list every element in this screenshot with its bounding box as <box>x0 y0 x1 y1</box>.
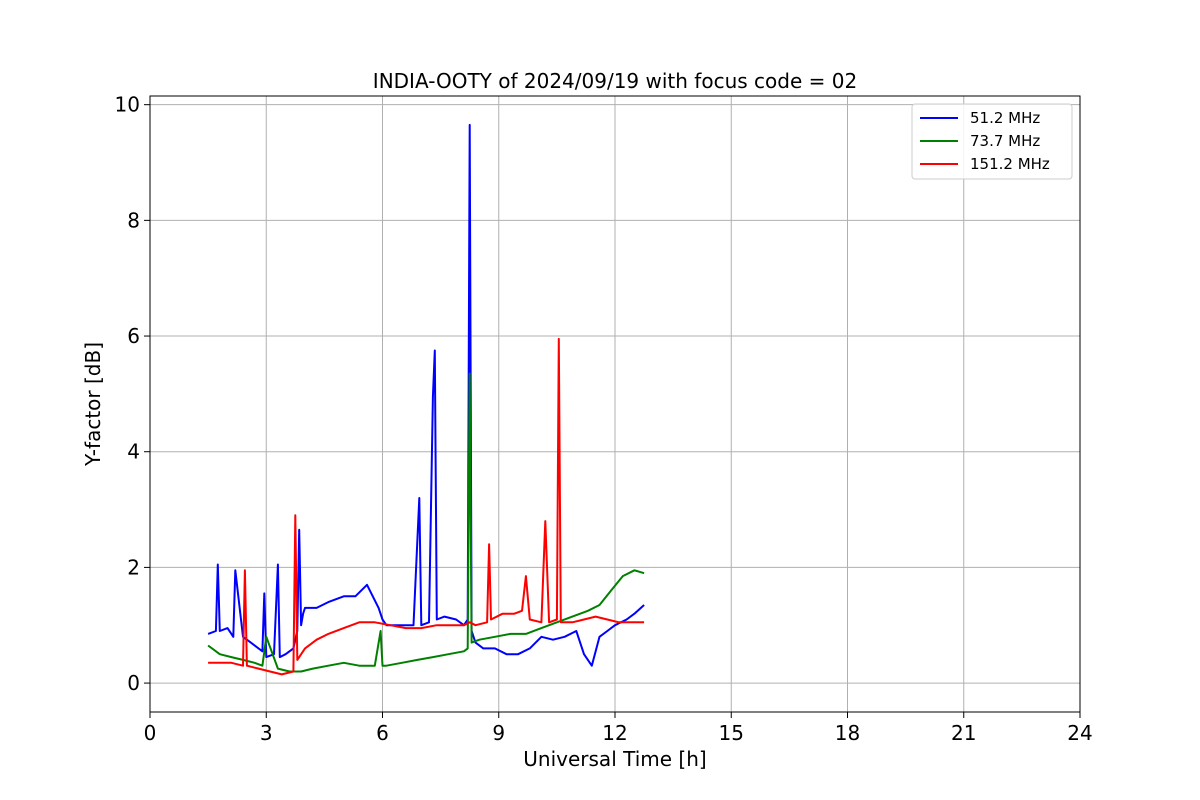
y-axis-ticks: 0 2 4 6 8 10 <box>115 93 150 695</box>
y-tick-label: 10 <box>115 93 140 117</box>
legend: 51.2 MHz 73.7 MHz 151.2 MHz <box>911 103 1073 180</box>
x-tick-label: 9 <box>492 721 505 745</box>
y-tick-label: 2 <box>127 555 140 579</box>
y-axis-label: Y-factor [dB] <box>81 342 105 467</box>
legend-label-2: 151.2 MHz <box>970 155 1050 173</box>
y-tick-label: 6 <box>127 324 140 348</box>
legend-label-0: 51.2 MHz <box>970 109 1040 127</box>
x-tick-label: 12 <box>602 721 627 745</box>
x-tick-label: 3 <box>260 721 273 745</box>
x-tick-label: 0 <box>144 721 157 745</box>
x-axis-ticks: 0 3 6 9 12 15 18 21 24 <box>144 712 1093 745</box>
x-tick-label: 21 <box>951 721 976 745</box>
legend-label-1: 73.7 MHz <box>970 132 1040 150</box>
x-tick-label: 24 <box>1067 721 1092 745</box>
y-tick-label: 8 <box>127 208 140 232</box>
series-line-1 <box>207 372 645 673</box>
x-tick-label: 18 <box>835 721 860 745</box>
x-tick-label: 15 <box>719 721 744 745</box>
series-line-0 <box>207 123 645 667</box>
series-line-2 <box>208 337 645 676</box>
series-group <box>207 123 645 676</box>
x-axis-label: Universal Time [h] <box>523 747 706 771</box>
y-tick-label: 4 <box>127 440 140 464</box>
y-tick-label: 0 <box>127 671 140 695</box>
chart-title: INDIA-OOTY of 2024/09/19 with focus code… <box>373 69 857 93</box>
legend-box <box>911 103 1073 180</box>
x-tick-label: 6 <box>376 721 389 745</box>
